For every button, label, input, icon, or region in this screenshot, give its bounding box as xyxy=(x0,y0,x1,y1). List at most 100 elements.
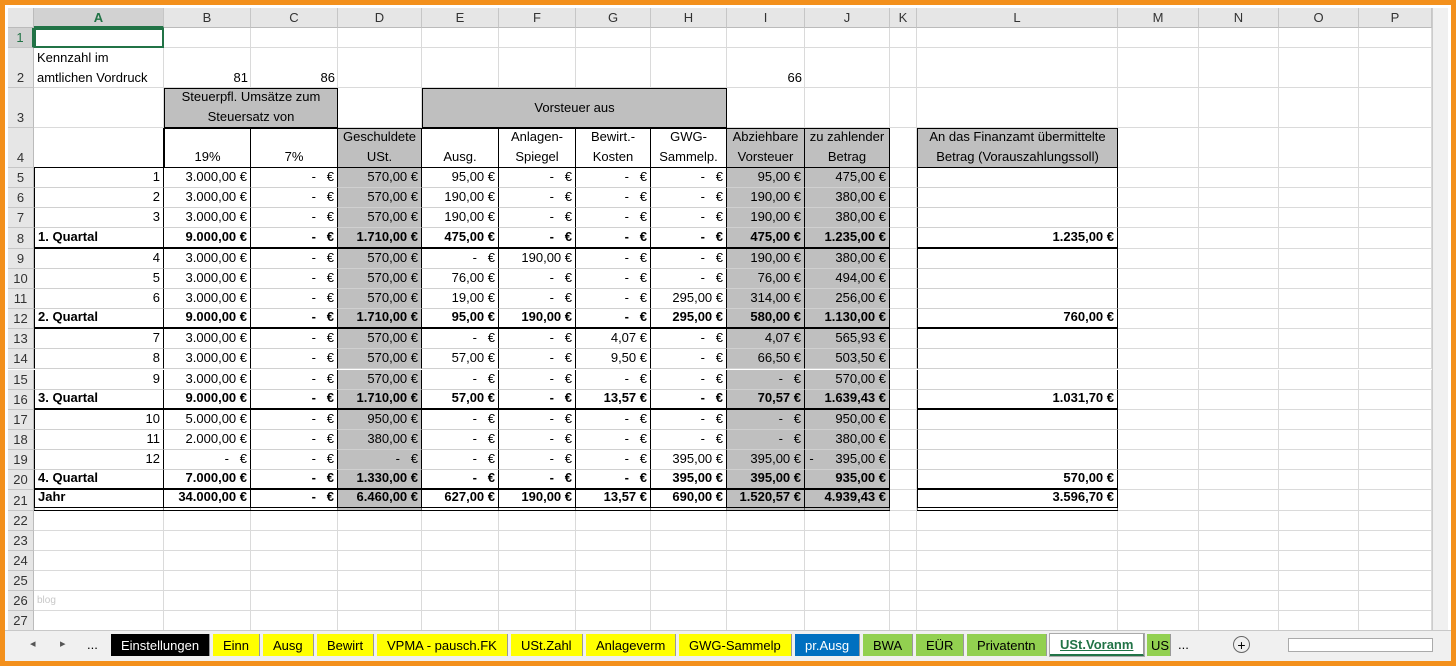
grid-cell xyxy=(1199,288,1279,310)
cell-value: 570,00 € xyxy=(338,288,422,310)
row-label: 1 xyxy=(34,168,164,189)
column-header: L xyxy=(917,8,1118,28)
grid-cell xyxy=(890,349,917,370)
grid-cell xyxy=(1199,470,1279,491)
sheet-tab[interactable]: Anlageverm xyxy=(586,634,677,656)
row-label: 5 xyxy=(34,268,164,289)
tab-overflow[interactable]: ... xyxy=(1178,637,1189,652)
row-label: 11 xyxy=(34,429,164,451)
grid-cell xyxy=(1118,490,1199,511)
grid-cell xyxy=(499,591,576,612)
grid-cell xyxy=(1279,208,1359,229)
cell-value: 395,00 € xyxy=(727,450,805,471)
header-cell xyxy=(34,128,164,168)
grid-cell xyxy=(727,591,805,612)
cell-value: - € xyxy=(651,389,727,410)
grid-cell xyxy=(1359,128,1432,168)
cell-value: 3.000,00 € xyxy=(164,168,251,189)
tab-overflow[interactable]: ... xyxy=(87,637,98,652)
sheet-tab[interactable]: BWA xyxy=(863,634,914,656)
column-header: P xyxy=(1359,8,1432,28)
sheet-tab[interactable]: USt.Zahl xyxy=(511,634,583,656)
grid-cell xyxy=(1359,490,1432,511)
cell-value: 494,00 € xyxy=(805,268,890,289)
cell-value: - € xyxy=(251,248,338,269)
cell-value: 570,00 € xyxy=(338,369,422,390)
cell-value: 380,00 € xyxy=(805,248,890,269)
cell-value: 1.710,00 € xyxy=(338,309,422,330)
grid-cell xyxy=(251,48,338,88)
cell-value: 190,00 € xyxy=(499,309,576,330)
column-header: C xyxy=(251,8,338,28)
grid-cell xyxy=(1118,429,1199,451)
sheet-tab[interactable]: VPMA - pausch.FK xyxy=(377,634,508,656)
sheet-tab[interactable]: Einstellungen xyxy=(111,634,211,656)
grid-cell xyxy=(338,571,422,592)
cell-value: - € xyxy=(499,470,576,491)
sheet-tab[interactable]: pr.Ausg xyxy=(795,634,861,656)
cell-label: Kennzahl im amtlichen Vordruck xyxy=(37,50,148,85)
column-title: zu zahlender Betrag xyxy=(805,128,890,168)
cell-value xyxy=(917,168,1118,189)
cell-value: 9.000,00 € xyxy=(164,228,251,249)
grid-cell xyxy=(34,48,164,88)
cell-value: 475,00 € xyxy=(805,168,890,189)
add-sheet[interactable]: + xyxy=(1233,636,1250,653)
grid-cell xyxy=(890,429,917,451)
grid-cell xyxy=(1118,309,1199,330)
cell-value: 9.000,00 € xyxy=(164,309,251,330)
grid-cell xyxy=(1199,490,1279,511)
grid-cell xyxy=(1199,389,1279,410)
grid-cell xyxy=(338,88,422,128)
grid-cell xyxy=(499,510,576,531)
cell-value: - € xyxy=(251,389,338,410)
cell-value: - € xyxy=(499,288,576,310)
grid-cell xyxy=(1359,409,1432,430)
cell-value: 570,00 € xyxy=(338,329,422,350)
grid-cell xyxy=(576,530,651,551)
grid-cell xyxy=(890,611,917,630)
grid-cell xyxy=(1199,510,1279,531)
sheet-tab[interactable]: Bewirt xyxy=(317,634,375,656)
sheet-tab[interactable]: Privatentn xyxy=(967,634,1047,656)
column-header: O xyxy=(1279,8,1359,28)
sheet-tab[interactable]: Einn xyxy=(213,634,261,656)
grid-cell xyxy=(917,88,1118,128)
grid-cell xyxy=(651,510,727,531)
row-label: 3. Quartal xyxy=(34,389,164,410)
column-header: E xyxy=(422,8,499,28)
cell-value: 570,00 € xyxy=(338,268,422,289)
column-title: Abziehbare Vorsteuer xyxy=(727,128,805,168)
cell-value: 570,00 € xyxy=(338,168,422,189)
cell-value: 34.000,00 € xyxy=(164,489,251,511)
cell-value: - 395,00 € xyxy=(805,450,890,471)
row-header: 23 xyxy=(8,530,34,551)
grid-cell xyxy=(727,28,805,48)
grid-cell xyxy=(164,591,251,612)
row-label: 3 xyxy=(34,208,164,229)
cell-value: 1.330,00 € xyxy=(338,470,422,491)
column-header: A xyxy=(34,8,164,28)
cell-value: 627,00 € xyxy=(422,489,499,511)
row-header: 10 xyxy=(8,268,34,289)
sheet-tab[interactable]: EÜR xyxy=(916,634,965,656)
cell-value: - € xyxy=(422,409,499,430)
grid-cell xyxy=(1199,208,1279,229)
cell-value: 95,00 € xyxy=(727,168,805,189)
spreadsheet-window: A B C D E F G H I J K L M N O P 1 2 3 4 5 6 7 8 9 10 11 12 13 14 15 16 1… xyxy=(5,5,1451,661)
row-header: 19 xyxy=(8,450,34,471)
grid-cell xyxy=(1279,168,1359,189)
row-header: 21 xyxy=(8,490,34,511)
cell-value: 570,00 € xyxy=(917,470,1118,491)
cell-value: 4,07 € xyxy=(576,329,651,350)
sheet-tab[interactable]: GWG-Sammelp xyxy=(679,634,792,656)
row-header: 7 xyxy=(8,208,34,229)
sheet-tab[interactable]: Ausg xyxy=(263,634,314,656)
grid-cell xyxy=(164,530,251,551)
grid-cell xyxy=(805,571,890,592)
grid-cell xyxy=(1279,28,1359,48)
sheet-tab[interactable]: USt.Voranm xyxy=(1050,634,1145,656)
cell-value: 475,00 € xyxy=(727,228,805,249)
cell-value: - € xyxy=(338,450,422,471)
sheet-tab[interactable]: US xyxy=(1147,634,1171,656)
